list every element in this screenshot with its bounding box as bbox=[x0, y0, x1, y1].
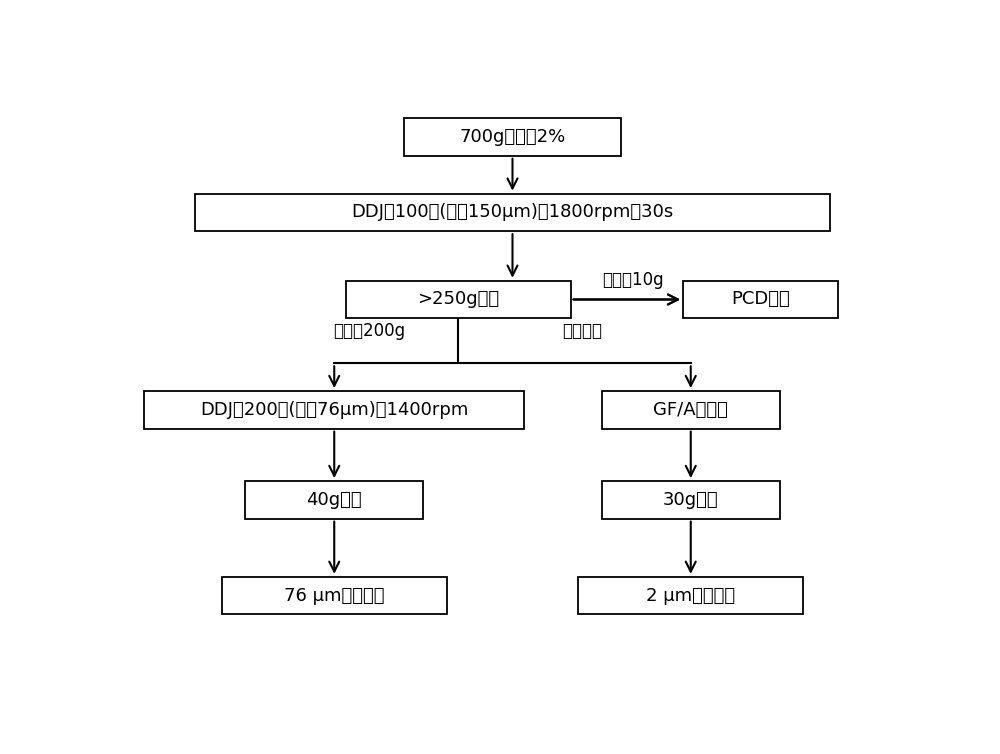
Text: 30g滤液: 30g滤液 bbox=[663, 491, 719, 509]
Text: 700g，浆浓2%: 700g，浆浓2% bbox=[459, 128, 566, 146]
Text: >250g滤液: >250g滤液 bbox=[417, 290, 499, 308]
FancyBboxPatch shape bbox=[404, 118, 621, 156]
Text: DDJ，200目(孔径76μm)，1400rpm: DDJ，200目(孔径76μm)，1400rpm bbox=[200, 401, 468, 418]
Text: 76 μm滤液浊度: 76 μm滤液浊度 bbox=[284, 587, 384, 605]
Text: 40g滤液: 40g滤液 bbox=[306, 491, 362, 509]
Text: PCD测试: PCD测试 bbox=[731, 290, 790, 308]
FancyBboxPatch shape bbox=[602, 481, 780, 519]
FancyBboxPatch shape bbox=[346, 280, 571, 318]
FancyBboxPatch shape bbox=[144, 391, 524, 429]
Text: DDJ，100目(孔径150μm)，1800rpm，30s: DDJ，100目(孔径150μm)，1800rpm，30s bbox=[351, 204, 674, 222]
FancyBboxPatch shape bbox=[683, 280, 838, 318]
FancyBboxPatch shape bbox=[602, 391, 780, 429]
Text: 2 μm滤液浊度: 2 μm滤液浊度 bbox=[646, 587, 735, 605]
FancyBboxPatch shape bbox=[195, 194, 830, 231]
Text: 搅匀取10g: 搅匀取10g bbox=[602, 271, 663, 289]
Text: GF/A，抽滤: GF/A，抽滤 bbox=[653, 401, 728, 418]
Text: 余下静置: 余下静置 bbox=[562, 322, 602, 340]
Text: 搅匀取200g: 搅匀取200g bbox=[333, 322, 405, 340]
FancyBboxPatch shape bbox=[222, 577, 447, 615]
FancyBboxPatch shape bbox=[245, 481, 423, 519]
FancyBboxPatch shape bbox=[578, 577, 803, 615]
